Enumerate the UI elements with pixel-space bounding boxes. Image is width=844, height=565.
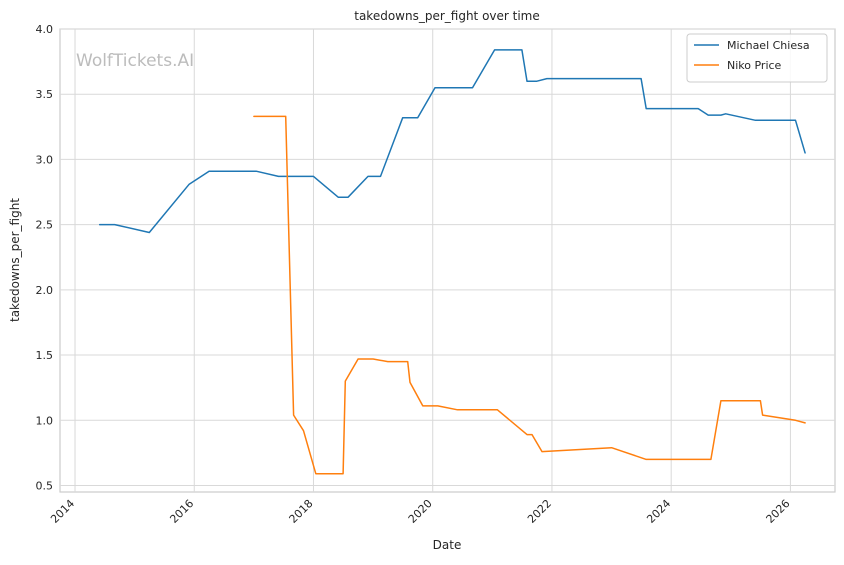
x-tick-label: 2016 (167, 497, 196, 526)
y-tick-label: 0.5 (36, 479, 54, 492)
x-tick-label: 2022 (525, 497, 554, 526)
chart-title: takedowns_per_fight over time (354, 9, 540, 23)
legend-label: Michael Chiesa (727, 39, 810, 52)
y-axis-label: takedowns_per_fight (8, 198, 22, 322)
legend-box (686, 33, 828, 83)
plot-area (59, 28, 836, 493)
y-tick-label: 2.0 (36, 284, 54, 297)
y-tick-label: 2.5 (36, 219, 54, 232)
legend-label: Niko Price (727, 59, 782, 72)
series-line-1 (98, 49, 806, 234)
x-tick-label: 2014 (48, 497, 77, 526)
x-tick-label: 2026 (764, 497, 793, 526)
y-tick-label: 3.0 (36, 153, 54, 166)
y-tick-label: 3.5 (36, 88, 54, 101)
grid (60, 28, 835, 492)
y-tick-label: 4.0 (36, 23, 54, 36)
x-tick-label: 2018 (287, 497, 316, 526)
series-lines (98, 49, 806, 475)
y-tick-label: 1.0 (36, 414, 54, 427)
series-line-2 (253, 115, 806, 475)
x-axis-label: Date (433, 538, 462, 552)
watermark: WolfTickets.AI (76, 51, 194, 71)
x-tick-label: 2024 (644, 497, 673, 526)
y-tick-label: 1.5 (36, 349, 54, 362)
x-tick-label: 2020 (406, 497, 435, 526)
legend: Michael Chiesa Niko Price (686, 33, 828, 83)
